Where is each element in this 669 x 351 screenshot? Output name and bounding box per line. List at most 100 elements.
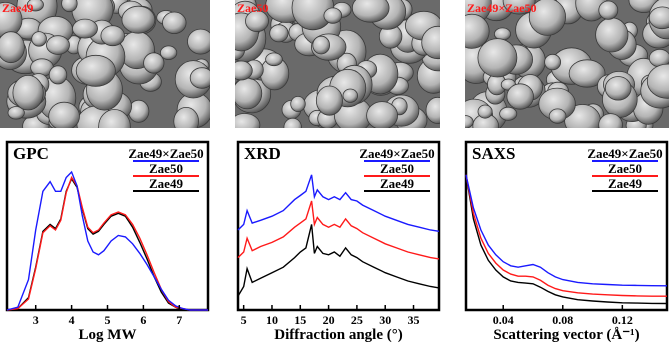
granule bbox=[173, 107, 199, 128]
x-tick-label: 20 bbox=[323, 313, 335, 327]
granule bbox=[269, 24, 289, 43]
granule bbox=[162, 11, 187, 34]
granule bbox=[290, 96, 306, 113]
granule bbox=[46, 35, 70, 55]
granule bbox=[235, 60, 253, 81]
sem-micrograph-hybrid: Zae49×Zae50 bbox=[465, 0, 669, 128]
gpc-chart: 3 4 5 6 7 GPC Log MW Zae49×Zae50 Zae50 Zae49 bbox=[5, 136, 215, 351]
granule bbox=[604, 76, 632, 101]
panel-title: GPC bbox=[13, 144, 49, 163]
granule bbox=[189, 67, 210, 89]
granule bbox=[477, 38, 518, 78]
x-tick-label: 3 bbox=[33, 313, 39, 327]
micrograph-label: Zae49 bbox=[2, 1, 34, 15]
x-tick-label: 4 bbox=[69, 313, 75, 327]
xrd-plot-svg: 5 10 15 20 25 30 35 XRD Diffraction angle (°) Zae… bbox=[236, 140, 441, 343]
legend-label: Zae49×Zae50 bbox=[128, 146, 203, 161]
legend-label: Zae49×Zae50 bbox=[587, 146, 662, 161]
granule bbox=[0, 31, 25, 64]
granule bbox=[12, 74, 44, 111]
granule bbox=[477, 104, 493, 119]
series-line bbox=[237, 174, 440, 232]
legend-label: Zae50 bbox=[149, 161, 183, 176]
plot-frame bbox=[464, 140, 669, 312]
granule bbox=[598, 113, 623, 128]
granule bbox=[235, 77, 263, 110]
granule bbox=[502, 0, 536, 15]
granule bbox=[499, 106, 518, 121]
granule bbox=[544, 53, 561, 71]
x-tick-label: 0.08 bbox=[552, 313, 573, 327]
panel-title: SAXS bbox=[472, 144, 515, 163]
series-line bbox=[465, 174, 668, 287]
granule bbox=[598, 0, 619, 20]
granule bbox=[366, 101, 398, 128]
granule bbox=[98, 109, 131, 128]
x-tick-label: 15 bbox=[294, 313, 306, 327]
granule bbox=[421, 25, 440, 60]
x-tick-label: 6 bbox=[140, 313, 146, 327]
granules-image bbox=[465, 0, 669, 128]
plot-frame bbox=[236, 140, 441, 312]
saxs-chart: 0.04 0.08 0.12 SAXS Scattering vector (Å⁻¹) Z… bbox=[464, 136, 669, 351]
granule bbox=[568, 59, 606, 88]
legend-label: Zae49×Zae50 bbox=[359, 146, 434, 161]
x-tick-label: 5 bbox=[241, 313, 247, 327]
granule bbox=[61, 0, 78, 13]
x-tick-label: 35 bbox=[408, 313, 420, 327]
series-line bbox=[6, 177, 208, 311]
xrd-chart: 5 10 15 20 25 30 35 XRD Diffraction angle (°) Zae… bbox=[236, 136, 446, 351]
granule bbox=[315, 85, 343, 116]
granule bbox=[465, 13, 490, 49]
granule bbox=[7, 106, 25, 120]
series-line bbox=[465, 174, 667, 297]
granule bbox=[648, 6, 669, 30]
x-tick-label: 5 bbox=[105, 313, 111, 327]
granules-image bbox=[0, 0, 210, 128]
granule bbox=[595, 17, 629, 53]
x-tick-label: 30 bbox=[379, 313, 391, 327]
granules-image bbox=[235, 0, 440, 128]
legend-label: Zae50 bbox=[380, 161, 414, 176]
granule bbox=[312, 35, 330, 55]
granule bbox=[160, 45, 178, 60]
granule bbox=[100, 25, 125, 47]
series-line bbox=[237, 224, 440, 297]
granule bbox=[342, 88, 359, 103]
granule bbox=[245, 10, 269, 33]
sem-micrograph-zae49: Zae49 bbox=[0, 0, 210, 128]
legend-label: Zae49 bbox=[380, 176, 414, 191]
granule bbox=[425, 96, 440, 124]
x-axis-label: Log MW bbox=[79, 327, 137, 343]
x-axis-label: Diffraction angle (°) bbox=[274, 327, 402, 343]
series-line bbox=[6, 175, 208, 311]
sem-micrograph-zae50: Zae50 bbox=[235, 0, 440, 128]
x-tick-label: 0.04 bbox=[493, 313, 514, 327]
granule bbox=[465, 115, 474, 128]
legend-label: Zae50 bbox=[608, 161, 642, 176]
granule bbox=[351, 0, 390, 23]
granule bbox=[26, 0, 44, 12]
granule bbox=[548, 108, 567, 124]
series-line bbox=[6, 170, 208, 311]
granule bbox=[265, 52, 283, 67]
series-line bbox=[465, 174, 668, 305]
panel-title: XRD bbox=[244, 144, 281, 163]
granule bbox=[48, 101, 80, 128]
x-axis-label: Scattering vector (Å⁻¹) bbox=[493, 327, 639, 343]
micrograph-label: Zae49×Zae50 bbox=[467, 1, 537, 15]
x-tick-label: 25 bbox=[351, 313, 363, 327]
granule bbox=[75, 54, 116, 87]
legend-label: Zae49 bbox=[149, 176, 183, 191]
granule bbox=[72, 18, 98, 39]
granule bbox=[646, 63, 669, 99]
granule bbox=[187, 28, 210, 55]
granule bbox=[283, 117, 302, 128]
x-tick-label: 10 bbox=[266, 313, 278, 327]
granule bbox=[48, 65, 68, 85]
legend-label: Zae49 bbox=[608, 176, 642, 191]
x-tick-label: 7 bbox=[176, 313, 182, 327]
granule bbox=[528, 0, 566, 36]
x-tick-label: 0.12 bbox=[612, 313, 633, 327]
